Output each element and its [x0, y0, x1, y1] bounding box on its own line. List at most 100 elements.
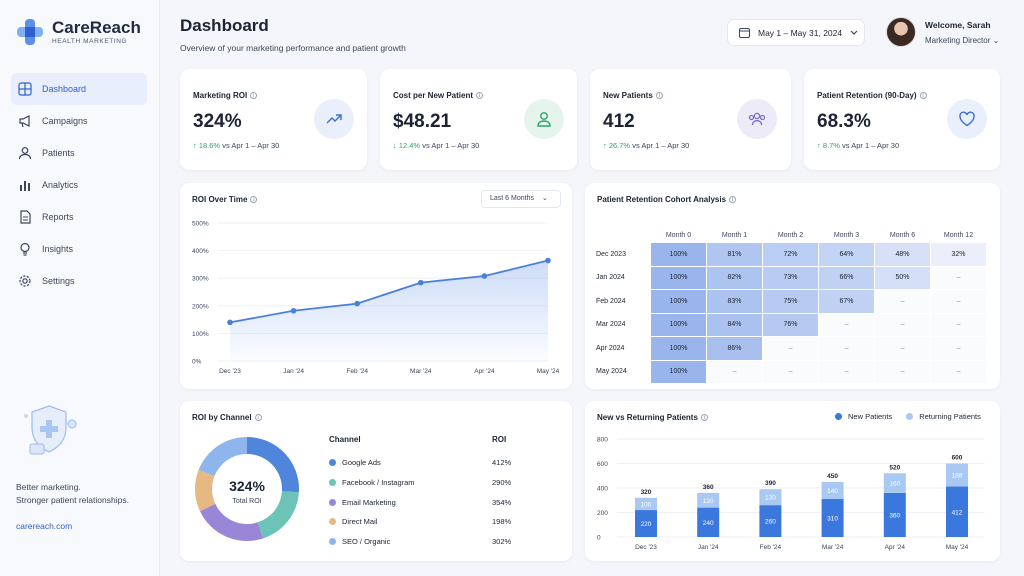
cohort-cell: –	[819, 337, 874, 360]
kpi-value: 324%	[193, 111, 242, 132]
info-icon[interactable]: i	[250, 196, 258, 203]
y-tick-label: 100%	[192, 331, 209, 338]
x-tick-label: May '24	[946, 544, 969, 551]
kpi-label: New Patients i	[603, 91, 663, 100]
cohort-cell: 50%	[875, 266, 930, 289]
user-greeting: Welcome, Sarah	[925, 19, 991, 30]
kpi-compare: vs Apr 1 – Apr 30	[632, 141, 690, 150]
card-title: ROI Over Time i	[192, 195, 258, 204]
channel-row[interactable]: Email Marketing 354%	[329, 492, 519, 512]
kpi-card-new-patients[interactable]: New Patients i 412 ↑ 26.7% vs Apr 1 – Apr…	[590, 69, 791, 170]
roi-point[interactable]	[545, 257, 551, 264]
info-icon[interactable]: i	[250, 92, 258, 99]
brand-logo[interactable]: CareReach HEALTH MARKETING	[16, 18, 141, 46]
cohort-column-header: Month 2	[777, 231, 804, 239]
channel-row[interactable]: SEO / Organic 302%	[329, 532, 519, 552]
cohort-cell: –	[931, 337, 986, 360]
channel-row[interactable]: Google Ads 412%	[329, 453, 519, 473]
kpi-card-marketing-roi[interactable]: Marketing ROI i 324% ↑ 18.6% vs Apr 1 – A…	[180, 69, 367, 170]
legend-item-new[interactable]: New Patients	[835, 412, 892, 421]
bar-value-label: 220	[641, 521, 652, 528]
roi-point[interactable]	[227, 319, 233, 326]
info-icon[interactable]: i	[919, 92, 927, 99]
x-tick-label: Dec '23	[219, 368, 241, 375]
cohort-cell: 66%	[819, 266, 874, 289]
sidebar-item-reports[interactable]: Reports	[11, 201, 147, 233]
info-icon[interactable]: i	[476, 92, 484, 99]
sidebar-item-label: Analytics	[42, 180, 79, 190]
date-range-value: May 1 – May 31, 2024	[758, 27, 843, 38]
donut-slice[interactable]	[195, 469, 216, 512]
info-icon[interactable]: i	[729, 196, 737, 203]
cohort-column-header: Month 3	[833, 231, 860, 239]
user-role-text: Marketing Director	[925, 35, 991, 45]
bar-new-patients[interactable]	[821, 499, 844, 537]
roi-line	[229, 259, 549, 324]
date-range-picker[interactable]: May 1 – May 31, 2024	[727, 19, 865, 46]
bar-returning-patients[interactable]	[759, 489, 782, 506]
bar-returning-patients[interactable]	[883, 473, 906, 493]
sidebar-item-insights[interactable]: Insights	[11, 233, 147, 265]
cohort-cell: 32%	[931, 243, 986, 266]
donut-slice[interactable]	[198, 437, 247, 477]
channel-row[interactable]: Direct Mail 198%	[329, 512, 519, 532]
megaphone-icon	[19, 115, 30, 128]
roi-point[interactable]	[290, 307, 297, 314]
person-icon	[524, 99, 564, 139]
legend-label: New Patients	[848, 412, 893, 421]
legend-item-returning[interactable]: Returning Patients	[906, 412, 981, 421]
bar-value-label: 160	[889, 481, 900, 488]
channel-swatch	[329, 518, 336, 526]
channel-row[interactable]: Facebook / Instagram 290%	[329, 473, 519, 493]
bar-new-patients[interactable]	[759, 505, 782, 537]
avatar[interactable]	[886, 17, 916, 47]
roi-point[interactable]	[418, 279, 424, 286]
kpi-delta-value: ↓ 12.4%	[393, 141, 421, 150]
kpi-delta-value: ↑ 18.6%	[193, 141, 221, 150]
kpi-card-patient-retention[interactable]: Patient Retention (90-Day) i 68.3% ↑ 8.7%…	[804, 69, 1000, 170]
donut-slice[interactable]	[257, 491, 299, 539]
roi-point[interactable]	[354, 300, 360, 307]
bar-returning-patients[interactable]	[697, 492, 720, 508]
roi-point[interactable]	[481, 273, 488, 279]
bar-returning-patients[interactable]	[946, 463, 968, 487]
sidebar-item-dashboard[interactable]: Dashboard	[11, 73, 147, 105]
bar-new-patients[interactable]	[635, 510, 657, 537]
sidebar-item-analytics[interactable]: Analytics	[11, 169, 147, 201]
channel-name: Google Ads	[342, 458, 381, 468]
donut-slice[interactable]	[199, 503, 264, 541]
legend-label: Returning Patients	[919, 412, 981, 421]
retention-cohort-card: Patient Retention Cohort Analysis i Month…	[585, 183, 1000, 389]
website-link[interactable]: carereach.com	[16, 521, 73, 531]
user-menu[interactable]: Welcome, Sarah Marketing Director ⌄	[886, 17, 999, 47]
tagline-line-2: Stronger patient relationships.	[16, 495, 129, 505]
card-title: ROI by Channel i	[192, 413, 262, 422]
bar-new-patients[interactable]	[946, 486, 968, 537]
kpi-compare: vs Apr 1 – Apr 30	[222, 141, 280, 150]
y-tick-label: 300%	[192, 276, 209, 283]
cohort-row-label: Mar 2024	[596, 321, 626, 329]
time-range-dropdown[interactable]: Last 6 Months ⌄	[481, 190, 561, 208]
sidebar-item-settings[interactable]: Settings	[11, 265, 147, 297]
cohort-row-label: Feb 2024	[596, 297, 626, 305]
info-icon[interactable]: i	[655, 92, 663, 99]
bar-new-patients[interactable]	[883, 492, 906, 537]
y-tick-label: 0	[597, 535, 601, 542]
bar-new-patients[interactable]	[697, 507, 720, 537]
bar-returning-patients[interactable]	[635, 497, 657, 511]
sidebar-item-patients[interactable]: Patients	[11, 137, 147, 169]
channel-roi: 302%	[492, 537, 512, 547]
info-icon[interactable]: i	[700, 414, 708, 421]
page-header: Dashboard Overview of your marketing per…	[180, 16, 406, 53]
cohort-cell: 67%	[819, 290, 874, 313]
kpi-delta-value: ↑ 8.7%	[817, 141, 840, 150]
cohort-cell: –	[931, 360, 986, 383]
sidebar-item-campaigns[interactable]: Campaigns	[11, 105, 147, 137]
trend-up-icon	[314, 99, 354, 139]
kpi-card-cost-per-patient[interactable]: Cost per New Patient i $48.21 ↓ 12.4% vs …	[380, 69, 577, 170]
bar-returning-patients[interactable]	[821, 481, 844, 500]
channel-roi: 412%	[492, 458, 512, 468]
roi-donut-chart: 324% Total ROI	[195, 437, 299, 541]
info-icon[interactable]: i	[254, 414, 262, 421]
donut-slice[interactable]	[247, 437, 299, 493]
